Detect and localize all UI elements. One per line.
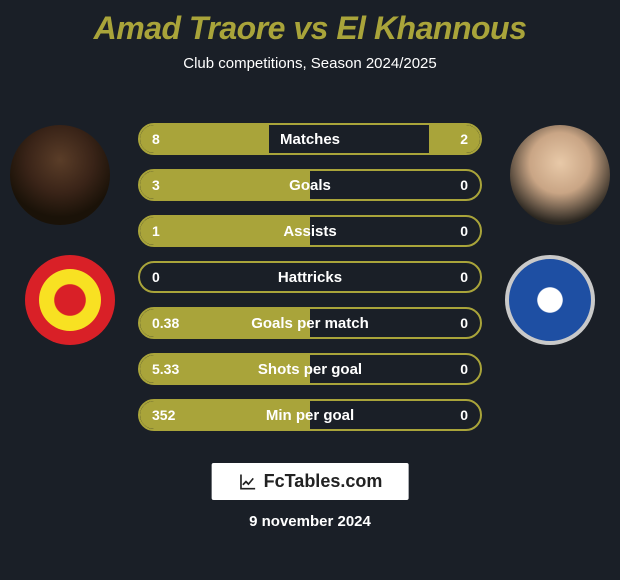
stat-value-left: 1 [140, 223, 202, 239]
stat-label: Min per goal [202, 407, 418, 424]
stat-value-right: 0 [418, 407, 480, 423]
stat-value-right: 0 [418, 177, 480, 193]
stat-value-right: 0 [418, 223, 480, 239]
chart-icon [238, 472, 258, 492]
stat-row: 8Matches2 [138, 123, 482, 155]
stat-value-left: 0 [140, 269, 202, 285]
comparison-card: Amad Traore vs El Khannous Club competit… [0, 0, 620, 580]
stat-row: 352Min per goal0 [138, 399, 482, 431]
stat-value-right: 0 [418, 361, 480, 377]
club-right-crest [505, 255, 595, 345]
player-left-avatar [10, 125, 110, 225]
stat-label: Goals per match [202, 315, 418, 332]
stat-label: Shots per goal [202, 361, 418, 378]
club-left-crest [25, 255, 115, 345]
stat-row: 3Goals0 [138, 169, 482, 201]
brand-text: FcTables.com [264, 471, 383, 492]
stat-value-left: 5.33 [140, 361, 202, 377]
stats-table: 8Matches23Goals01Assists00Hattricks00.38… [138, 123, 482, 445]
stat-label: Assists [202, 223, 418, 240]
stat-value-left: 3 [140, 177, 202, 193]
stat-value-right: 0 [418, 315, 480, 331]
brand-badge: FcTables.com [212, 463, 409, 500]
date-label: 9 november 2024 [0, 513, 620, 530]
stat-label: Matches [202, 131, 418, 148]
stat-label: Goals [202, 177, 418, 194]
player-right-avatar [510, 125, 610, 225]
stat-row: 0.38Goals per match0 [138, 307, 482, 339]
stat-value-right: 0 [418, 269, 480, 285]
stat-value-left: 352 [140, 407, 202, 423]
stat-value-right: 2 [418, 131, 480, 147]
stat-value-left: 8 [140, 131, 202, 147]
subtitle: Club competitions, Season 2024/2025 [0, 55, 620, 72]
stat-row: 1Assists0 [138, 215, 482, 247]
stat-value-left: 0.38 [140, 315, 202, 331]
stat-row: 5.33Shots per goal0 [138, 353, 482, 385]
stat-row: 0Hattricks0 [138, 261, 482, 293]
stat-label: Hattricks [202, 269, 418, 286]
page-title: Amad Traore vs El Khannous [0, 10, 620, 47]
